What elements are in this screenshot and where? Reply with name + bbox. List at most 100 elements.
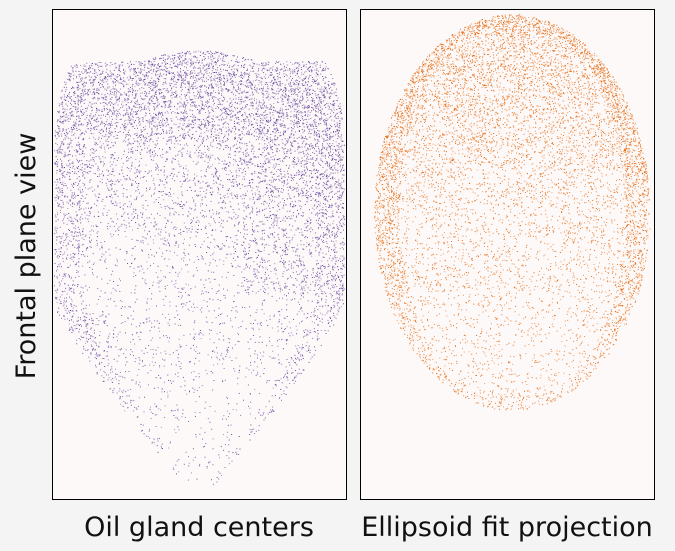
scatter-point xyxy=(91,268,93,270)
scatter-point xyxy=(139,134,141,136)
scatter-point xyxy=(284,253,286,255)
scatter-point xyxy=(273,82,275,84)
scatter-point xyxy=(99,84,101,86)
scatter-point xyxy=(69,79,71,81)
scatter-point xyxy=(200,96,202,98)
scatter-point xyxy=(107,337,109,339)
scatter-point xyxy=(262,267,264,269)
scatter-point xyxy=(58,103,60,105)
scatter-point xyxy=(296,104,298,106)
scatter-point xyxy=(100,290,102,292)
scatter-point xyxy=(316,263,318,265)
scatter-point xyxy=(180,84,182,86)
scatter-point xyxy=(264,111,266,113)
scatter-point xyxy=(310,74,312,76)
scatter-point xyxy=(182,137,184,138)
scatter-point xyxy=(318,194,320,196)
scatter-point xyxy=(82,265,84,267)
scatter-point xyxy=(334,256,336,258)
scatter-point xyxy=(195,205,197,207)
scatter-point xyxy=(317,315,318,317)
scatter-point xyxy=(302,347,304,349)
scatter-point xyxy=(129,206,131,208)
scatter-point xyxy=(320,265,322,267)
scatter-point xyxy=(286,304,288,306)
scatter-point xyxy=(311,187,313,189)
scatter-point xyxy=(232,175,233,177)
scatter-point xyxy=(166,132,168,134)
scatter-point xyxy=(138,223,140,225)
scatter-point xyxy=(198,124,200,126)
scatter-point xyxy=(169,244,170,246)
scatter-point xyxy=(224,108,226,110)
scatter-point xyxy=(249,413,251,415)
scatter-point xyxy=(333,104,335,106)
scatter-point xyxy=(265,82,267,84)
scatter-point xyxy=(261,115,263,116)
scatter-point xyxy=(339,288,340,290)
scatter-point xyxy=(119,278,121,280)
scatter-point xyxy=(212,85,213,87)
scatter-point xyxy=(186,93,188,95)
scatter-point xyxy=(144,106,146,108)
scatter-point xyxy=(171,78,173,79)
scatter-point xyxy=(235,95,237,97)
scatter-point xyxy=(180,362,182,364)
scatter-point xyxy=(244,122,246,124)
scatter-point xyxy=(244,118,246,120)
scatter-point xyxy=(204,85,206,87)
scatter-point xyxy=(78,85,80,87)
scatter-point xyxy=(121,169,123,171)
scatter-point xyxy=(194,363,196,365)
scatter-point xyxy=(320,73,322,75)
scatter-point xyxy=(289,186,291,188)
scatter-point xyxy=(64,276,66,278)
scatter-point xyxy=(201,102,203,104)
scatter-point xyxy=(178,151,180,153)
scatter-point xyxy=(234,195,236,197)
scatter-point xyxy=(194,456,196,458)
scatter-point xyxy=(145,139,147,141)
scatter-point xyxy=(199,182,201,184)
scatter-point xyxy=(274,246,276,248)
scatter-point xyxy=(142,214,143,216)
scatter-point xyxy=(97,186,99,188)
scatter-point xyxy=(327,266,329,268)
scatter-point xyxy=(192,75,194,77)
scatter-point xyxy=(287,150,289,152)
scatter-point xyxy=(96,205,98,207)
scatter-point xyxy=(81,78,83,80)
scatter-point xyxy=(236,239,238,241)
scatter-point xyxy=(234,159,236,161)
scatter-point xyxy=(309,209,310,211)
scatter-point xyxy=(286,183,288,185)
scatter-point xyxy=(297,265,299,267)
scatter-point xyxy=(207,79,209,81)
scatter-point xyxy=(108,363,110,365)
scatter-point xyxy=(187,102,189,104)
scatter-point xyxy=(133,268,135,270)
scatter-point xyxy=(258,249,260,251)
scatter-point xyxy=(275,93,277,95)
scatter-point xyxy=(338,146,340,148)
scatter-point xyxy=(264,160,266,162)
scatter-point xyxy=(164,97,166,99)
scatter-point xyxy=(321,149,323,150)
scatter-point xyxy=(235,128,237,130)
scatter-point xyxy=(177,197,179,199)
scatter-point xyxy=(115,247,117,249)
scatter-point xyxy=(190,59,192,61)
scatter-point xyxy=(267,269,268,271)
scatter-point xyxy=(225,444,226,446)
scatter-point xyxy=(59,196,61,198)
scatter-point xyxy=(104,322,106,324)
scatter-point xyxy=(203,140,204,142)
scatter-point xyxy=(148,108,150,110)
scatter-point xyxy=(107,342,109,344)
scatter-point xyxy=(217,129,218,131)
scatter-point xyxy=(171,178,173,180)
scatter-point xyxy=(164,193,166,195)
scatter-point xyxy=(150,69,152,71)
scatter-point xyxy=(132,179,134,181)
scatter-point xyxy=(292,189,294,191)
